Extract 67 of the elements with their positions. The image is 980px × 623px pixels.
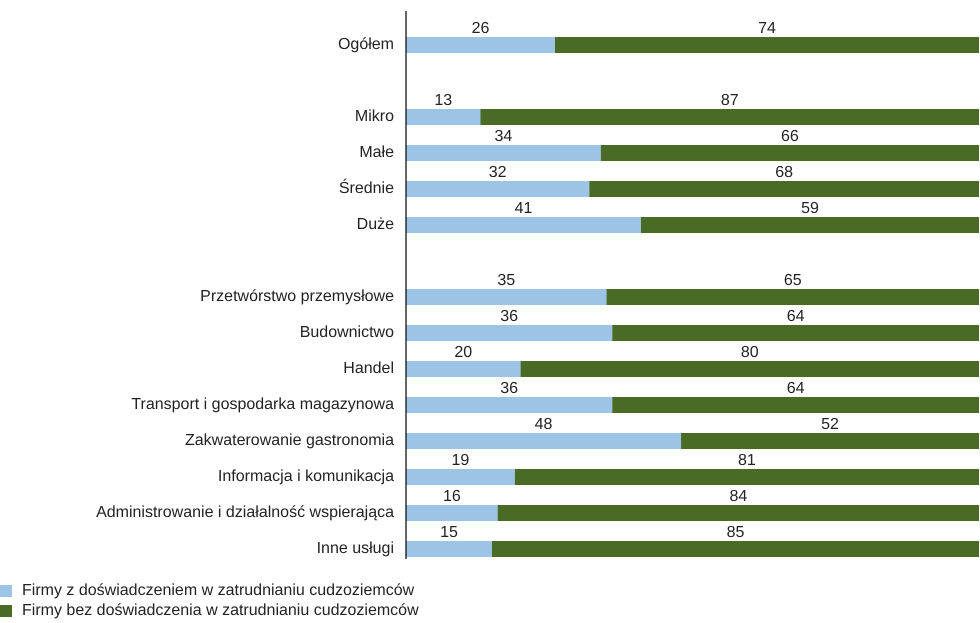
y-tick-label: Przetwórstwo przemysłowe [200,288,394,306]
data-label: 65 [784,272,802,289]
y-tick-label: Ogółem [338,36,394,54]
bar [406,433,682,449]
data-label: 64 [786,308,805,325]
data-label: 59 [801,200,819,217]
bar [520,361,979,377]
data-label: 74 [758,20,776,37]
bar [406,505,498,521]
bar [612,397,979,413]
data-label: 81 [738,452,756,469]
bar [406,397,612,413]
y-tick-label: Mikro [354,108,394,126]
data-label: 15 [440,524,458,541]
bar [406,361,521,377]
bar [492,541,979,557]
data-label: 41 [514,200,532,217]
bar [554,37,979,53]
data-label: 20 [454,344,472,361]
y-tick-label: Małe [359,144,394,162]
data-label: 52 [821,416,840,433]
data-label: 64 [786,380,805,397]
data-label: 66 [781,128,799,145]
data-label: 68 [775,164,794,181]
y-tick-label: Administrowanie i działalność wspierająca [96,504,394,522]
bar [406,289,607,305]
bar [406,181,590,197]
data-label: 35 [497,272,516,289]
legend-label: Firmy z doświadczeniem w zatrudnianiu cudzoziemców [22,582,415,600]
bar [406,325,612,341]
bar [640,217,979,233]
bar [600,145,979,161]
y-tick-label: Budownictwo [300,324,394,342]
data-label: 84 [729,488,748,505]
data-label: 16 [442,488,461,505]
y-tick-label: Transport i gospodarka magazynowa [131,396,394,414]
bar [406,217,641,233]
bar [406,37,555,53]
data-label: 85 [726,524,744,541]
bar [406,469,515,485]
data-label: 19 [452,452,470,469]
data-label: 32 [488,164,507,181]
bar [606,289,979,305]
bar [406,109,480,125]
bar [406,541,492,557]
data-label: 48 [534,416,553,433]
data-label: 34 [494,128,512,145]
y-tick-label: Inne usługi [316,540,394,558]
data-label: 80 [740,344,759,361]
bar [612,325,979,341]
bar [406,145,601,161]
y-tick-label: Informacja i komunikacja [218,468,394,486]
bar [498,505,979,521]
y-tick-label: Zakwaterowanie gastronomia [185,432,394,450]
bar [514,469,979,485]
y-tick-label: Duże [356,216,394,234]
bar [480,109,979,125]
data-label: 87 [720,92,739,109]
data-label: 26 [472,20,490,37]
bar [589,181,979,197]
y-tick-label: Średnie [338,178,394,198]
y-tick-label: Handel [343,360,394,378]
data-label: 36 [500,308,518,325]
data-label: 36 [500,380,518,397]
legend-label: Firmy bez doświadczenia w zatrudnianiu cudzoziemców [22,602,420,620]
bar [681,433,979,449]
data-label: 13 [434,92,452,109]
